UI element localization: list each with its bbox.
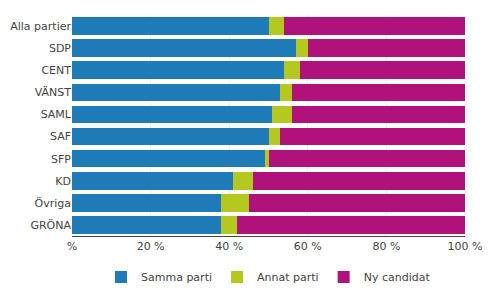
svg-text:Samma parti: Samma parti	[141, 271, 212, 284]
svg-text:Annat parti: Annat parti	[257, 271, 319, 284]
svg-text:KD: KD	[55, 175, 71, 188]
svg-text:CENT: CENT	[41, 64, 71, 77]
svg-text:40 %: 40 %	[215, 240, 243, 253]
svg-text:SFP: SFP	[51, 153, 71, 166]
svg-text:VÄNST: VÄNST	[35, 86, 72, 99]
svg-text:SDP: SDP	[49, 42, 71, 55]
svg-text:GRÖNA: GRÖNA	[30, 219, 71, 232]
svg-text:80 %: 80 %	[372, 240, 400, 253]
svg-text:SAML: SAML	[41, 108, 72, 121]
svg-text:Ny candidat: Ny candidat	[364, 271, 431, 284]
svg-text:100 %: 100 %	[448, 240, 483, 253]
svg-text:Alla partier: Alla partier	[10, 20, 71, 33]
svg-text:20 %: 20 %	[137, 240, 165, 253]
svg-text:SAF: SAF	[50, 130, 71, 143]
svg-text:Övriga: Övriga	[35, 197, 71, 210]
svg-text:%: %	[67, 240, 77, 253]
svg-text:60 %: 60 %	[294, 240, 322, 253]
